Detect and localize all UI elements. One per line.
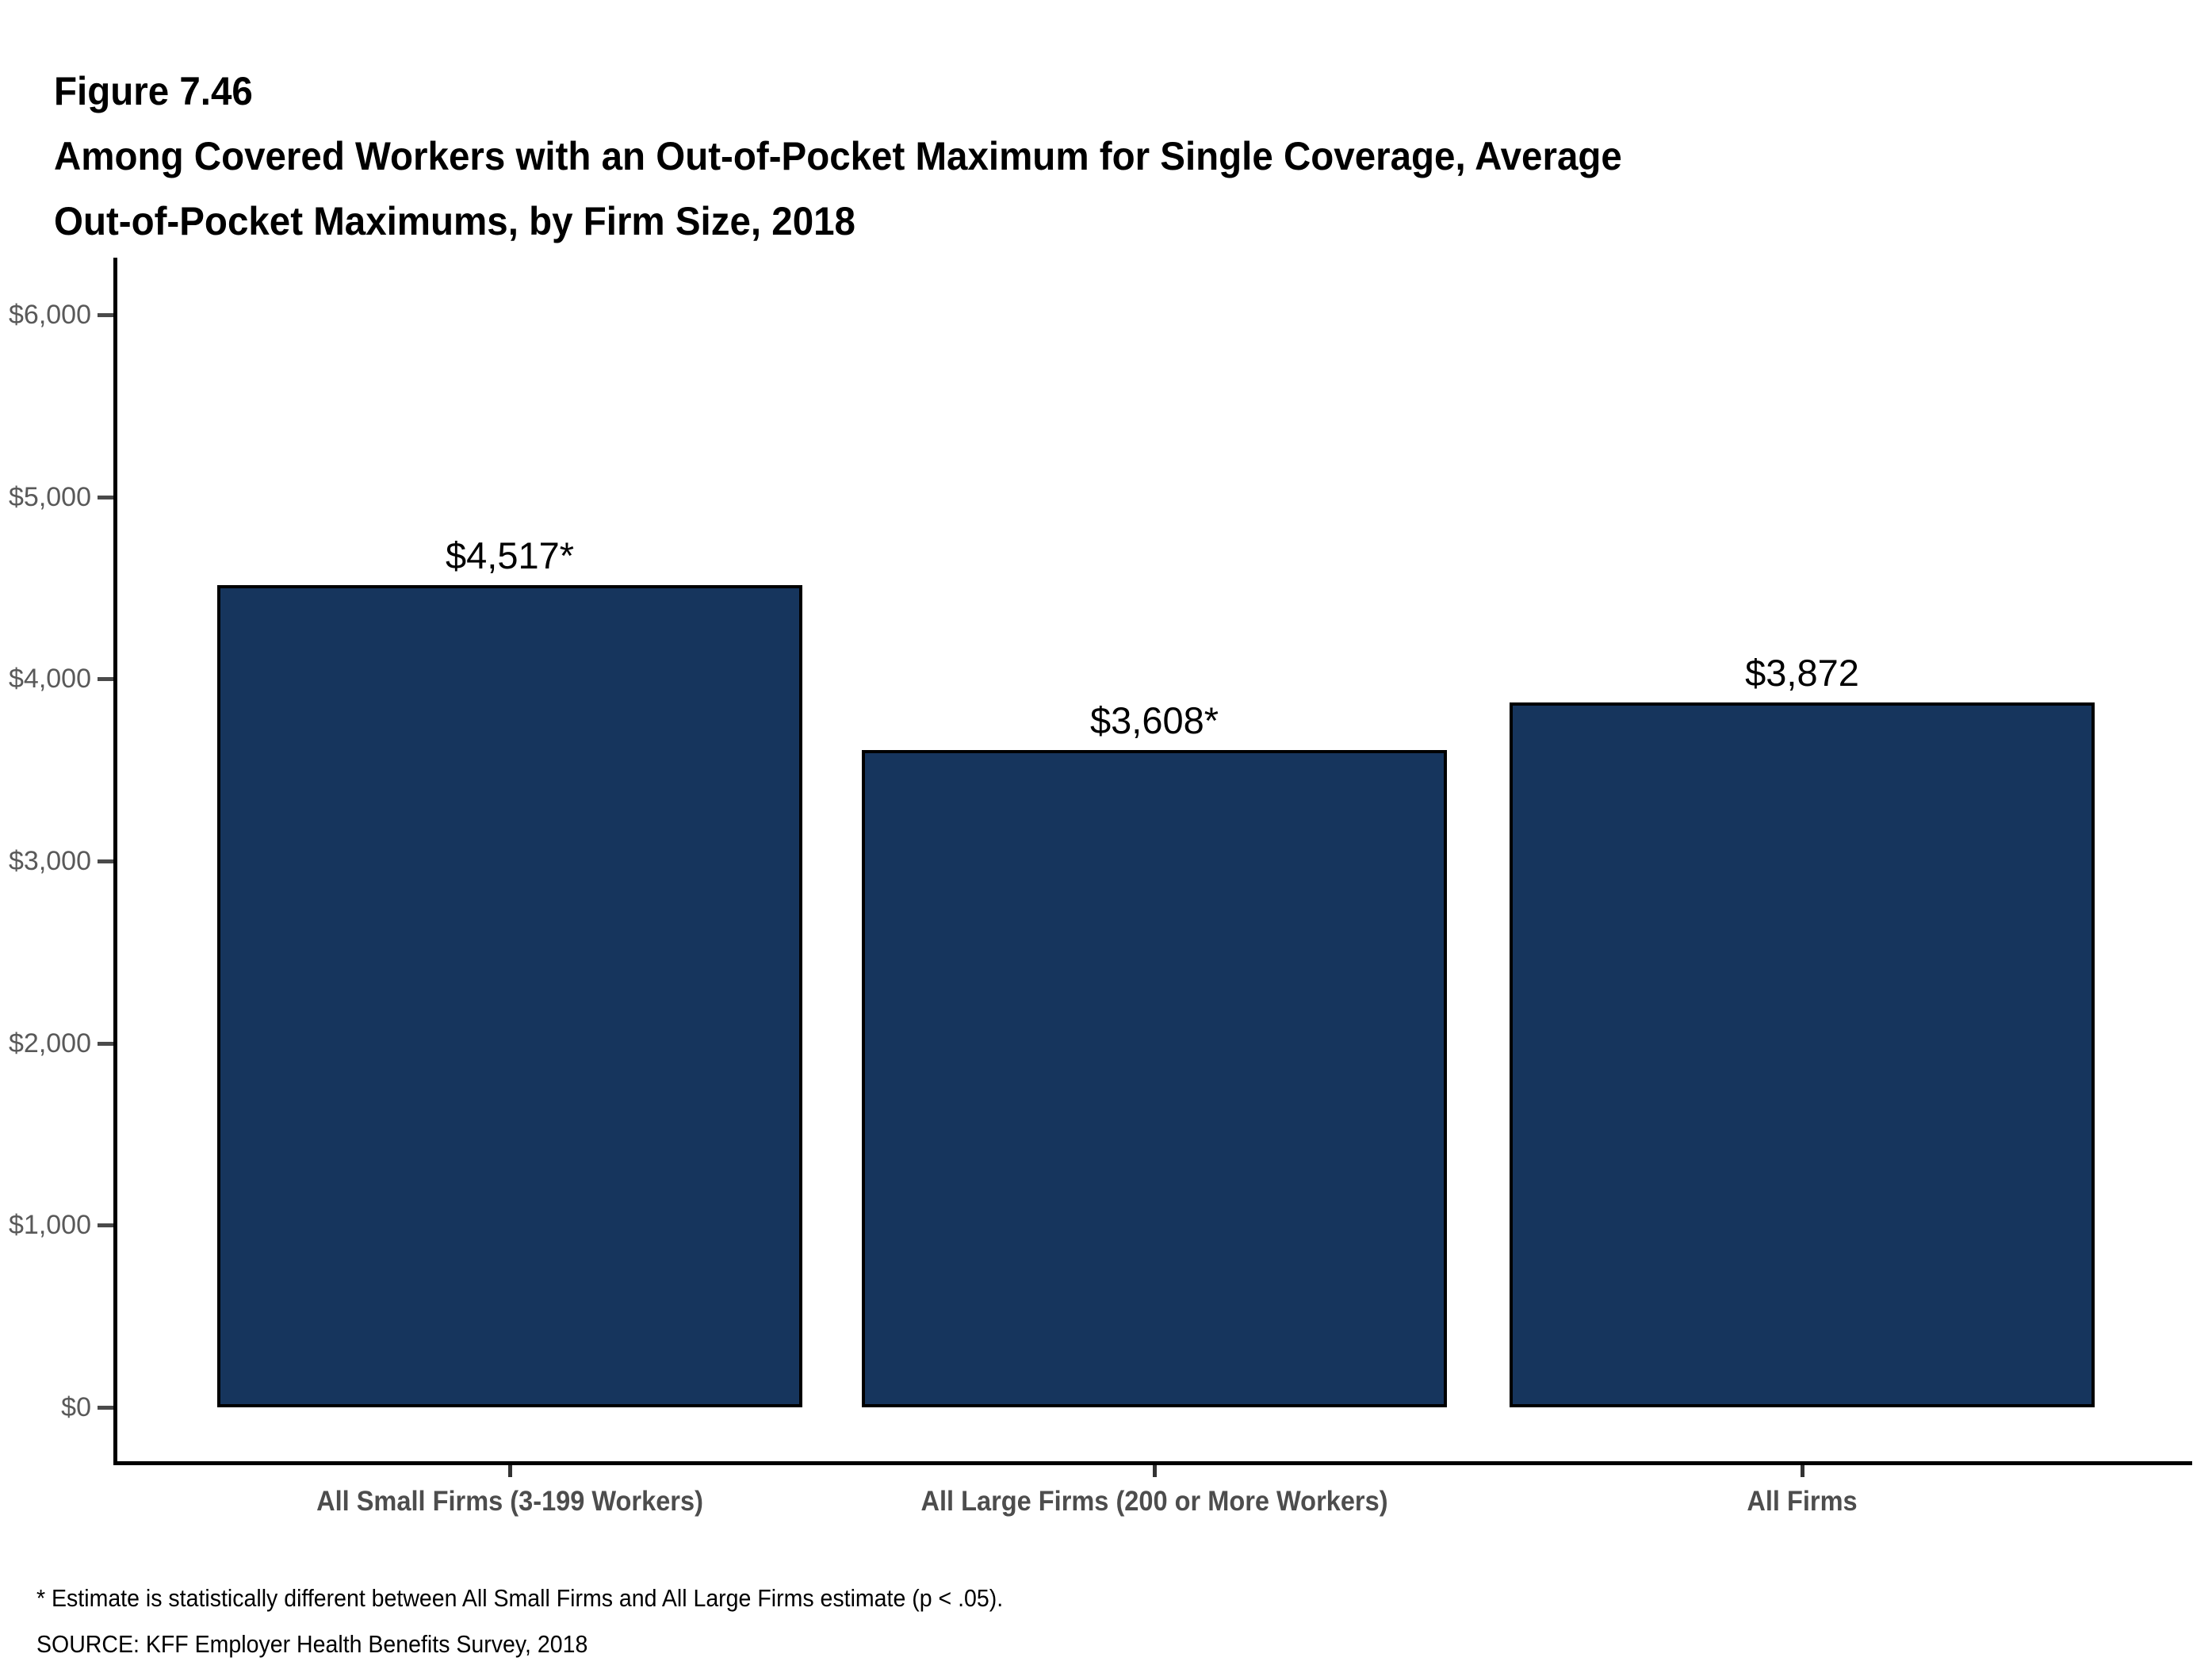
y-tick-mark <box>98 859 113 863</box>
y-tick-label: $3,000 <box>9 846 91 876</box>
y-axis-line <box>113 258 117 1465</box>
chart-title-line-2: Out-of-Pocket Maximums, by Firm Size, 20… <box>54 199 855 243</box>
x-axis-label-all-large-firms-200-or-more-workers: All Large Firms (200 or More Workers) <box>920 1486 1388 1517</box>
bar-value-label: $3,872 <box>1745 651 1859 694</box>
bar-all-large-firms-200-or-more-workers <box>862 750 1447 1407</box>
bar-value-label: $4,517* <box>445 534 575 576</box>
chart-title-block: Figure 7.46 Among Covered Workers with a… <box>54 59 1705 254</box>
y-tick-label: $4,000 <box>9 664 91 695</box>
y-tick-label: $1,000 <box>9 1210 91 1241</box>
y-tick-mark <box>98 677 113 682</box>
y-tick-mark <box>98 313 113 317</box>
x-tick-mark <box>1153 1465 1157 1477</box>
y-tick-label: $6,000 <box>9 300 91 330</box>
y-tick-mark <box>98 1041 113 1046</box>
y-tick-mark <box>98 1406 113 1410</box>
bar-all-small-firms-3-199-workers <box>217 584 802 1407</box>
y-tick-mark <box>98 1223 113 1228</box>
bar-all-firms <box>1510 702 2095 1407</box>
figure-number: Figure 7.46 <box>54 69 253 113</box>
x-tick-mark <box>508 1465 512 1477</box>
y-tick-label: $0 <box>61 1392 91 1422</box>
y-tick-label: $5,000 <box>9 481 91 512</box>
footnote-asterisk: * Estimate is statistically different be… <box>36 1584 1004 1612</box>
y-tick-mark <box>98 495 113 500</box>
x-axis-label-all-small-firms-3-199-workers: All Small Firms (3-199 Workers) <box>316 1486 703 1517</box>
chart-title-line-1: Among Covered Workers with an Out-of-Poc… <box>54 134 1622 178</box>
x-axis-label-all-firms: All Firms <box>1747 1486 1858 1517</box>
y-tick-label: $2,000 <box>9 1028 91 1058</box>
footnote-source: SOURCE: KFF Employer Health Benefits Sur… <box>36 1630 588 1658</box>
x-axis-line <box>113 1461 2192 1465</box>
bar-value-label: $3,608* <box>1089 699 1219 742</box>
x-tick-mark <box>1801 1465 1804 1477</box>
